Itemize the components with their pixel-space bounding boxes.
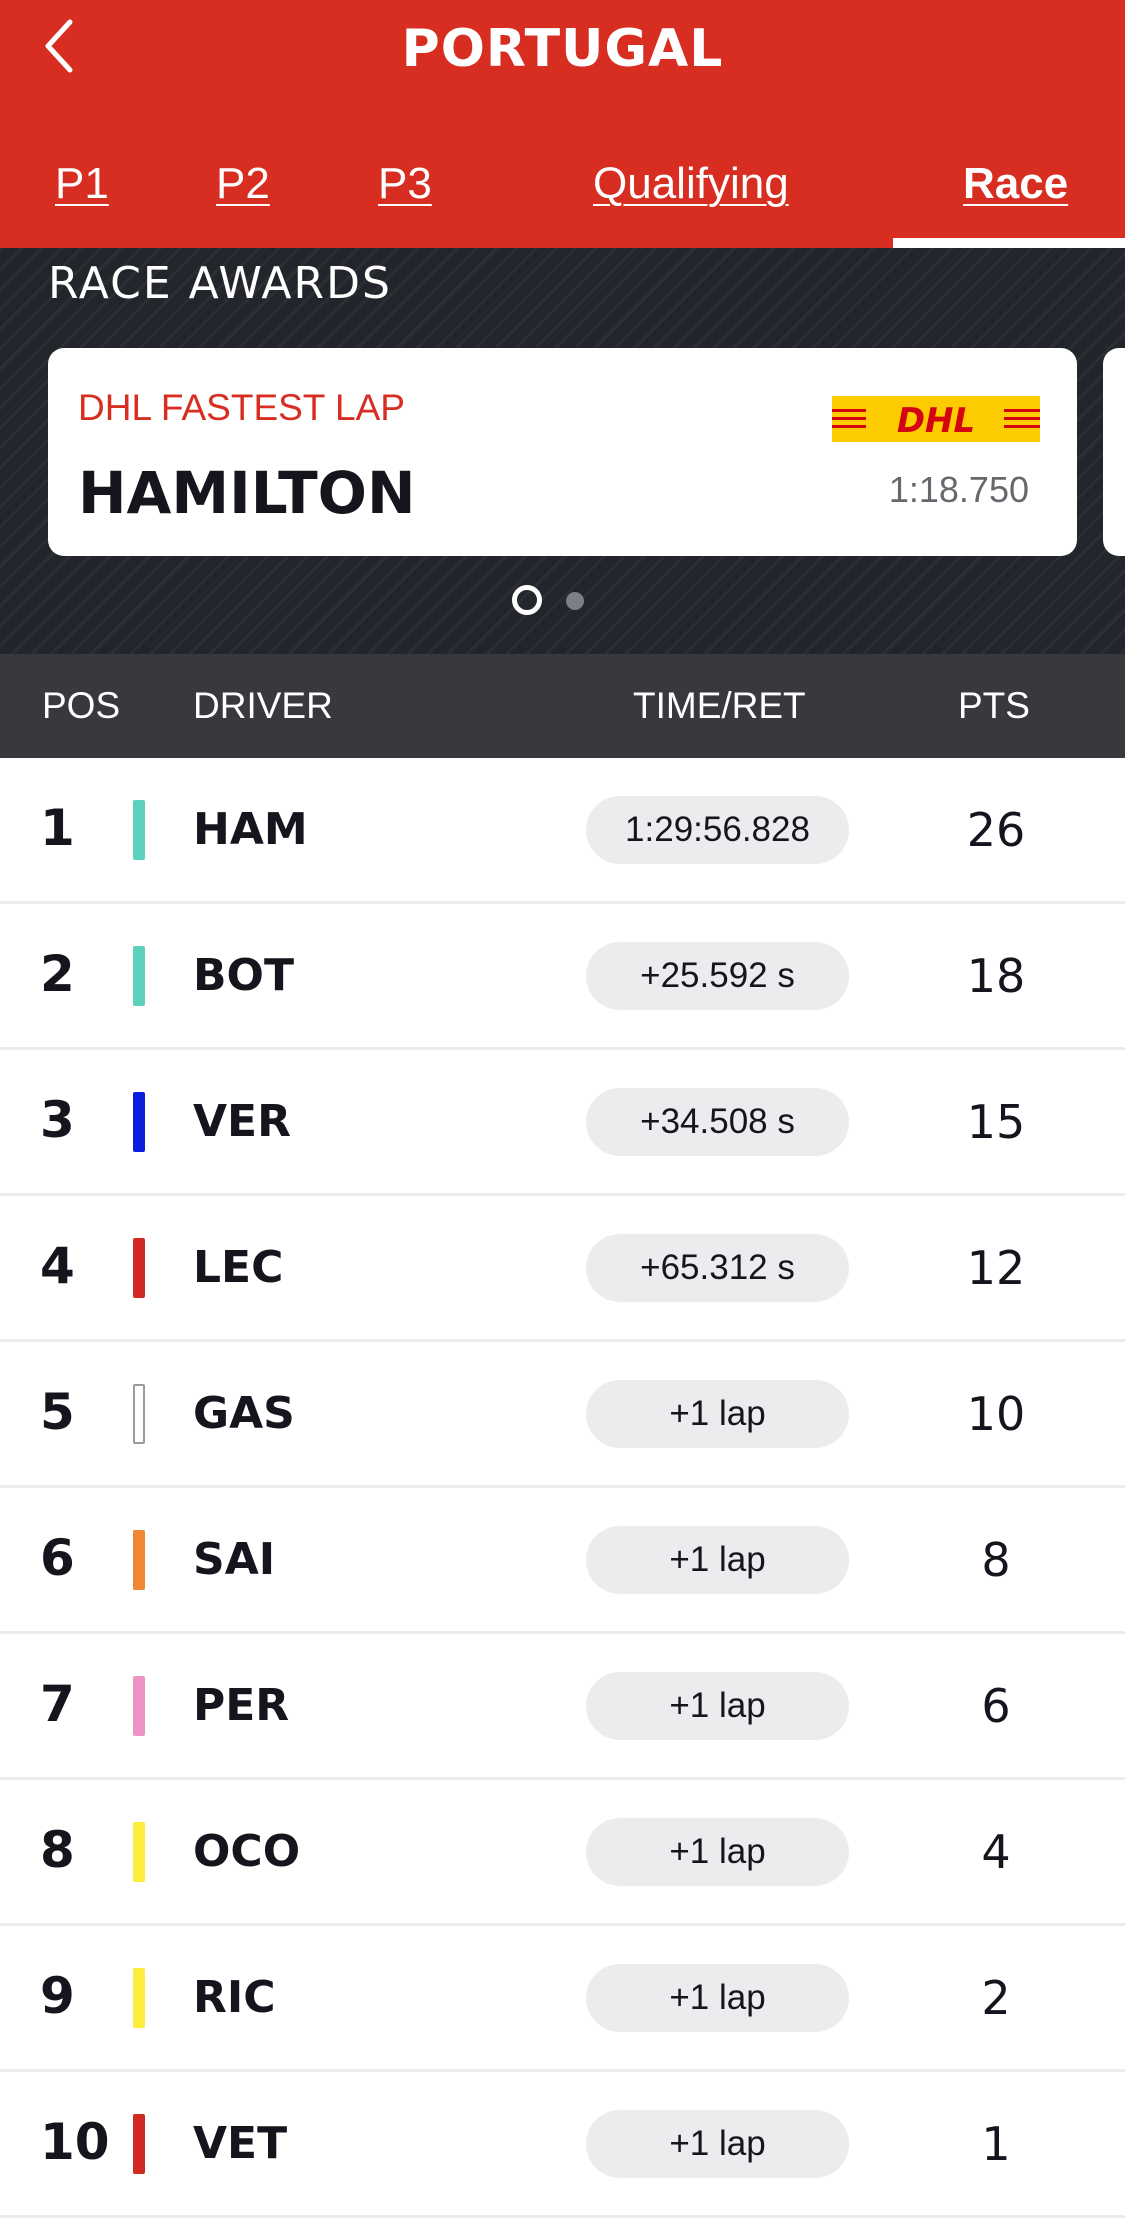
points: 6 [981, 1679, 1011, 1733]
team-color-bar [133, 1092, 145, 1152]
team-color-bar [133, 1676, 145, 1736]
driver-code: HAM [193, 804, 308, 855]
position: 5 [40, 1383, 75, 1441]
team-color-bar [133, 1968, 145, 2028]
points: 12 [966, 1241, 1026, 1295]
team-color-bar [133, 2114, 145, 2174]
points: 4 [981, 1825, 1011, 1879]
results-list: 1 HAM 1:29:56.828 26 2 BOT +25.592 s 18 … [0, 758, 1125, 2218]
next-award-card[interactable] [1103, 348, 1125, 556]
svg-text:DHL: DHL [897, 401, 975, 441]
points: 26 [966, 803, 1026, 857]
team-color-bar [133, 1822, 145, 1882]
points: 1 [981, 2117, 1011, 2171]
award-label: DHL FASTEST LAP [78, 387, 405, 428]
fastest-lap-card[interactable]: DHL FASTEST LAP HAMILTON DHL 1:18.750 [48, 348, 1077, 556]
position: 8 [40, 1821, 75, 1879]
driver-code: SAI [193, 1534, 276, 1585]
team-color-bar [133, 800, 145, 860]
result-row[interactable]: 2 BOT +25.592 s 18 [0, 904, 1125, 1050]
tab-race[interactable]: Race [963, 159, 1069, 208]
time-pill: +1 lap [586, 1672, 849, 1740]
position: 3 [40, 1091, 75, 1149]
team-color-bar [133, 946, 145, 1006]
tab-qualifying[interactable]: Qualifying [593, 159, 789, 208]
time-pill: +1 lap [586, 1818, 849, 1886]
result-row[interactable]: 10 VET +1 lap 1 [0, 2072, 1125, 2218]
team-color-bar [133, 1384, 145, 1444]
dhl-logo: DHL [832, 396, 1040, 442]
result-row[interactable]: 6 SAI +1 lap 8 [0, 1488, 1125, 1634]
points: 15 [966, 1095, 1026, 1149]
driver-code: GAS [193, 1388, 295, 1439]
points: 10 [966, 1387, 1026, 1441]
result-row[interactable]: 1 HAM 1:29:56.828 26 [0, 758, 1125, 904]
result-row[interactable]: 7 PER +1 lap 6 [0, 1634, 1125, 1780]
app-header: PORTUGAL P1 P2 P3 Qualifying Race [0, 0, 1125, 248]
position: 1 [40, 799, 75, 857]
result-row[interactable]: 3 VER +34.508 s 15 [0, 1050, 1125, 1196]
time-pill: +34.508 s [586, 1088, 849, 1156]
time-pill: +1 lap [586, 2110, 849, 2178]
time-pill: +1 lap [586, 1526, 849, 1594]
position: 4 [40, 1237, 75, 1295]
header-pts: PTS [958, 685, 1030, 726]
chevron-left-icon [45, 19, 73, 73]
time-pill: +1 lap [586, 1964, 849, 2032]
time-pill: +25.592 s [586, 942, 849, 1010]
time-pill: +1 lap [586, 1380, 849, 1448]
awards-title: RACE AWARDS [48, 258, 392, 309]
driver-code: LEC [193, 1242, 284, 1293]
points: 18 [966, 949, 1026, 1003]
active-tab-indicator [893, 238, 1125, 248]
driver-code: OCO [193, 1826, 301, 1877]
fastest-lap-time: 1:18.750 [888, 469, 1029, 510]
position: 9 [40, 1967, 75, 2025]
position: 10 [40, 2113, 110, 2171]
race-awards-section: RACE AWARDS DHL FASTEST LAP HAMILTON DHL… [0, 248, 1125, 654]
driver-code: BOT [193, 950, 294, 1001]
driver-code: VET [193, 2118, 288, 2169]
time-pill: +65.312 s [586, 1234, 849, 1302]
header-time: TIME/RET [633, 685, 806, 726]
back-button[interactable] [40, 16, 80, 76]
position: 6 [40, 1529, 75, 1587]
award-driver-name: HAMILTON [78, 459, 416, 527]
result-row[interactable]: 9 RIC +1 lap 2 [0, 1926, 1125, 2072]
result-row[interactable]: 4 LEC +65.312 s 12 [0, 1196, 1125, 1342]
carousel-dot-2[interactable] [566, 592, 584, 610]
driver-code: VER [193, 1096, 291, 1147]
carousel-dot-1[interactable] [512, 585, 542, 615]
result-row[interactable]: 8 OCO +1 lap 4 [0, 1780, 1125, 1926]
page-title: PORTUGAL [401, 19, 724, 79]
points: 2 [981, 1971, 1011, 2025]
result-row[interactable]: 5 GAS +1 lap 10 [0, 1342, 1125, 1488]
header-pos: POS [42, 685, 121, 726]
driver-code: PER [193, 1680, 290, 1731]
position: 7 [40, 1675, 75, 1733]
driver-code: RIC [193, 1972, 276, 2023]
points: 8 [981, 1533, 1011, 1587]
tab-p3[interactable]: P3 [378, 159, 432, 208]
tab-p1[interactable]: P1 [55, 159, 109, 208]
time-pill: 1:29:56.828 [586, 796, 849, 864]
header-driver: DRIVER [193, 685, 333, 726]
results-table-header: POS DRIVER TIME/RET PTS [0, 654, 1125, 758]
position: 2 [40, 945, 75, 1003]
team-color-bar [133, 1530, 145, 1590]
team-color-bar [133, 1238, 145, 1298]
tab-p2[interactable]: P2 [216, 159, 270, 208]
